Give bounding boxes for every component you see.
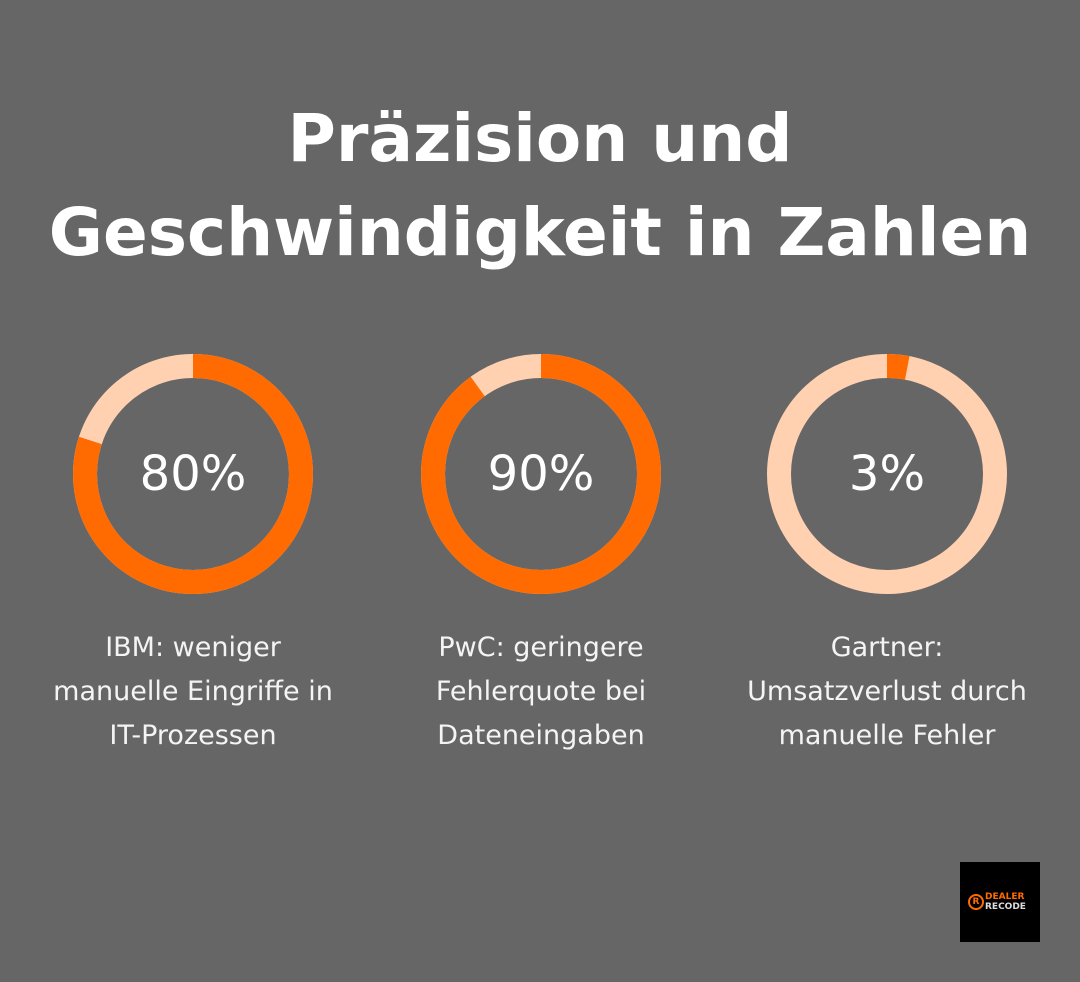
- caption-line: IT-Prozessen: [109, 720, 277, 751]
- caption-line: Fehlerquote bei: [435, 676, 647, 707]
- donut-chart-1: 80%: [73, 354, 313, 594]
- logo-r-icon: R: [968, 894, 984, 910]
- title-line-2: Geschwindigkeit in Zahlen: [48, 194, 1032, 271]
- caption-line: PwC: geringere: [438, 632, 644, 663]
- donut-value-arc: [73, 354, 313, 594]
- caption-line: IBM: weniger: [105, 632, 281, 663]
- donut-percent-label: 3%: [848, 446, 926, 502]
- donut-percent-label: 90%: [487, 446, 595, 502]
- donut-value-arc: [767, 354, 1007, 594]
- logo-text-1: DEALER: [985, 892, 1025, 902]
- donut-caption: Gartner: Umsatzverlust durch manuelle Fehl…: [717, 626, 1057, 758]
- donut-percent-label: 80%: [139, 446, 247, 502]
- dealer-recode-logo: R DEALER RECODE: [960, 862, 1040, 942]
- donut-caption: PwC: geringere Fehlerquote bei Dateneingab…: [371, 626, 711, 758]
- donut-value-arc: [421, 354, 661, 594]
- logo-text-2: RECODE: [985, 902, 1026, 912]
- donut-chart-2: 90%: [421, 354, 661, 594]
- caption-line: Umsatzverlust durch: [747, 676, 1027, 707]
- title-line-1: Präzision und: [287, 100, 793, 177]
- caption-line: Gartner:: [830, 632, 944, 663]
- caption-line: manuelle Fehler: [778, 720, 996, 751]
- caption-line: Dateneingaben: [437, 720, 645, 751]
- caption-line: manuelle Eingriffe in: [53, 676, 333, 707]
- donut-caption: IBM: weniger manuelle Eingriffe in IT-Proz…: [23, 626, 363, 758]
- page-title: Präzision und Geschwindigkeit in Zahlen: [0, 92, 1080, 280]
- donut-chart-3: 3%: [767, 354, 1007, 594]
